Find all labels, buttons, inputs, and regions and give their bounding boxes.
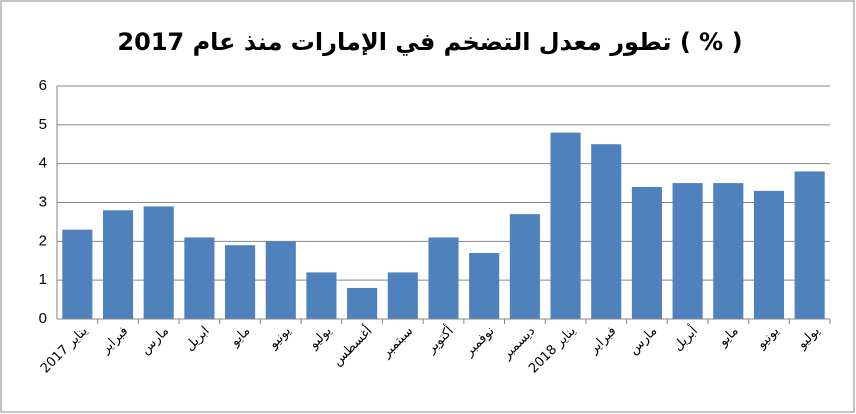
- bar: [225, 245, 256, 319]
- bar: [794, 171, 825, 319]
- bar: [428, 237, 459, 319]
- bar: [672, 183, 703, 319]
- bar: [102, 210, 134, 319]
- bar: [184, 237, 215, 319]
- y-tick-label: 2: [39, 232, 47, 249]
- bar: [550, 132, 581, 319]
- chart-title: تطور معدل التضخم في الإمارات منذ عام 201…: [117, 28, 742, 56]
- bar: [265, 241, 296, 319]
- bar: [306, 272, 337, 319]
- y-tick-label: 0: [39, 310, 47, 327]
- y-tick-label: 1: [39, 271, 47, 288]
- bar: [509, 214, 540, 319]
- bar: [631, 186, 662, 319]
- bar: [469, 252, 500, 319]
- bar: [387, 272, 418, 319]
- y-tick-label: 3: [39, 193, 47, 210]
- bar: [591, 144, 622, 319]
- y-tick-label: 5: [39, 116, 47, 133]
- y-tick-label: 6: [39, 77, 47, 94]
- bar: [143, 206, 174, 319]
- bar: [713, 183, 744, 319]
- y-tick-label: 4: [39, 155, 47, 172]
- bar: [753, 190, 785, 319]
- bar: [62, 229, 93, 319]
- bar: [347, 287, 378, 319]
